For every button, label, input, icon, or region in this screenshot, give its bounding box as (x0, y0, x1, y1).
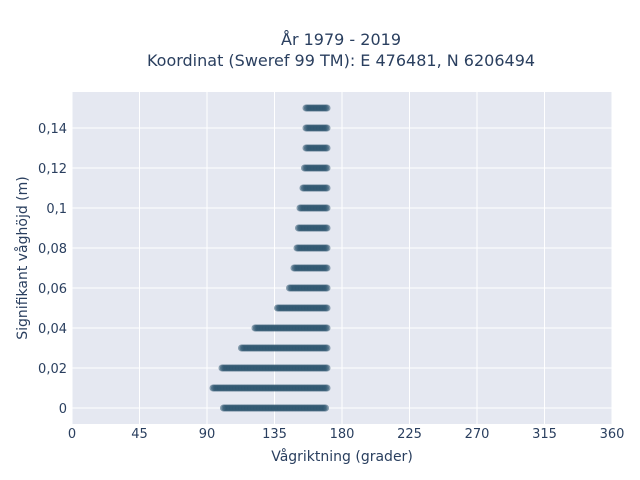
y-axis-title: Signifikant våghöjd (m) (14, 176, 31, 339)
y-tick-label: 0,1 (46, 202, 67, 217)
y-tick-label: 0,06 (38, 282, 67, 297)
x-axis-title: Vågriktning (grader) (271, 448, 413, 465)
x-tick-label: 0 (68, 427, 76, 442)
chart-title-line2: Koordinat (Sweref 99 TM): E 476481, N 62… (147, 51, 535, 70)
gridlines (71, 92, 613, 424)
data-point (323, 324, 331, 332)
data-point (323, 104, 331, 112)
x-tick-label: 180 (330, 427, 355, 442)
data-point (323, 384, 331, 392)
data-point (323, 364, 331, 372)
data-point (322, 404, 329, 412)
data-point (323, 344, 331, 352)
data-point (323, 204, 331, 212)
data-point (323, 304, 331, 312)
chart-title-line1: År 1979 - 2019 (281, 30, 401, 49)
x-tick-label: 45 (131, 427, 148, 442)
y-tick-label: 0,02 (38, 362, 67, 377)
data-point (323, 244, 331, 252)
y-tick-label: 0 (59, 402, 67, 417)
data-point (323, 284, 331, 292)
data-point (323, 124, 331, 132)
y-tick-label: 0,04 (38, 322, 67, 337)
y-tick-label: 0,08 (38, 242, 67, 257)
data-point (323, 144, 331, 152)
x-tick-label: 360 (600, 427, 625, 442)
y-tick-label: 0,12 (38, 162, 67, 177)
y-tick-labels: 0 0,02 0,04 0,06 0,08 0,1 0,12 0,14 (38, 122, 67, 417)
data-points (209, 104, 331, 412)
x-tick-label: 315 (532, 427, 557, 442)
x-tick-label: 135 (262, 427, 287, 442)
data-point (323, 164, 331, 172)
y-tick-label: 0,14 (38, 122, 67, 137)
data-point (323, 224, 331, 232)
data-point (323, 264, 331, 272)
x-tick-labels: 0 45 90 135 180 225 270 315 360 (68, 427, 625, 442)
x-tick-label: 90 (199, 427, 216, 442)
x-tick-label: 225 (397, 427, 422, 442)
data-point (323, 184, 331, 192)
x-tick-label: 270 (465, 427, 490, 442)
